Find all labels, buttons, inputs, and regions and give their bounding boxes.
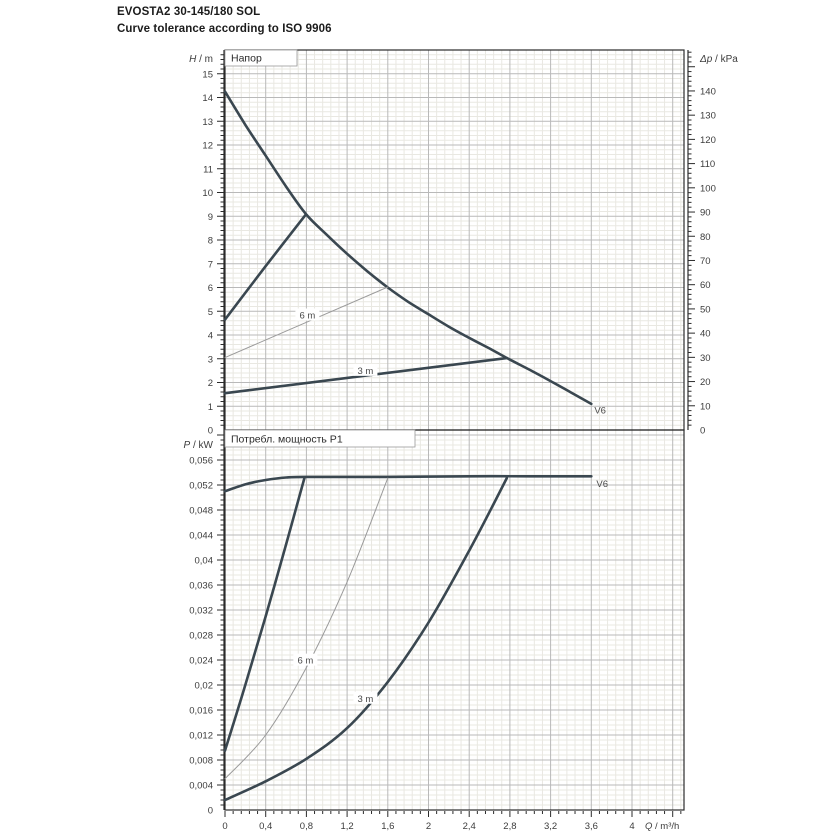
q-tick-label: 2,4 [463,821,476,832]
p-tick-label: 0,048 [189,506,213,517]
p1-max-speed-curve [223,474,593,493]
curve-label-bg [295,308,320,321]
h-tick-label: 8 [208,236,213,247]
h-tick-label: 4 [208,331,213,342]
curve-label-bg [353,691,378,704]
power-chart-title-box [224,429,416,448]
kpa-tick-label: 30 [700,353,711,364]
q-tick-label: 3,6 [585,821,598,832]
max-speed-curve-curve [223,90,593,406]
q-tick-label: 2,8 [503,821,516,832]
p-tick-label: 0,028 [189,631,213,642]
power-plot-border [224,429,685,811]
q-tick-label: 0,4 [259,821,272,832]
q-tick-label: 0 [222,821,227,832]
kpa-tick-label: 50 [700,304,711,315]
h-tick-label: 1 [208,402,213,413]
head-chart-title-box [224,49,298,67]
p-axis-title: P / kW [184,440,214,451]
kpa-tick-label: 60 [700,280,711,291]
h-tick-label: 11 [203,164,213,175]
p-tick-label: 0,02 [195,681,214,692]
kpa-tick-label: 20 [700,377,711,388]
p-tick-label: 0,052 [189,481,213,492]
h-tick-label: 0 [208,426,213,437]
q-tick-label: 3,2 [544,821,557,832]
p-tick-label: 0,032 [189,606,213,617]
q-tick-label: 0,8 [300,821,313,832]
p-tick-label: 0,036 [189,581,213,592]
setpoint-6m-curve [224,286,389,359]
kpa-tick-label: 130 [700,111,716,122]
page-title: EVOSTA2 30-145/180 SOL [117,6,261,18]
curve-label-bg [293,653,318,666]
h-tick-label: 15 [202,69,213,80]
q-tick-label: 1,2 [340,821,353,832]
curve-label: 3 m [357,694,373,705]
p-tick-label: 0,016 [189,706,213,717]
q-axis-title: Q / m³/h [645,821,679,832]
p-tick-label: 0,008 [189,756,213,767]
p-tick-label: 0,024 [189,656,213,667]
p1-setpoint-3m-curve [223,476,509,802]
h-tick-label: 14 [202,93,213,104]
h-tick-label: 12 [202,141,213,152]
h-tick-label: 5 [208,307,213,318]
curve-label: 6 m [299,311,315,322]
kpa-tick-label: 120 [700,135,716,146]
h-tick-label: 3 [208,354,213,365]
h-tick-label: 7 [208,259,213,270]
curve-label: 3 m [357,366,373,377]
p-tick-label: 0 [208,806,213,817]
q-tick-label: 1,6 [381,821,394,832]
h-tick-label: 13 [202,117,213,128]
head-chart-title: Напор [231,53,262,65]
h-tick-label: 10 [202,188,213,199]
kpa-tick-label: 40 [700,329,711,340]
h-tick-label: 9 [208,212,213,223]
kpa-tick-label: 10 [700,401,711,412]
kpa-tick-label: 0 [700,426,705,437]
q-tick-label: 2 [426,821,431,832]
p-tick-label: 0,004 [189,781,213,792]
curve-label-bg [353,363,378,376]
kpa-tick-label: 100 [700,183,716,194]
curve-label: 6 m [297,656,313,667]
kpa-tick-label: 90 [700,208,711,219]
speed-label: V6 [596,479,608,490]
kpa-tick-label: 110 [700,159,715,170]
p-tick-label: 0,056 [189,456,213,467]
page-subtitle: Curve tolerance according to ISO 9906 [117,23,332,35]
min-flow-boundary-curve [223,213,307,321]
kpa-axis-title: Δp / kPa [699,54,738,65]
p-tick-label: 0,044 [189,531,213,542]
kpa-tick-label: 80 [700,232,711,243]
p-tick-label: 0,04 [195,556,214,567]
h-tick-label: 2 [208,378,213,389]
power-chart-title: Потребл. мощность P1 [231,434,343,446]
p1-min-flow-boundary-curve [223,476,306,752]
kpa-tick-label: 140 [700,86,716,97]
h-tick-label: 6 [208,283,213,294]
p-tick-label: 0,012 [189,731,213,742]
kpa-tick-label: 70 [700,256,711,267]
q-tick-label: 4 [629,821,634,832]
speed-label: V6 [594,406,606,417]
h-axis-title: H / m [189,54,213,65]
